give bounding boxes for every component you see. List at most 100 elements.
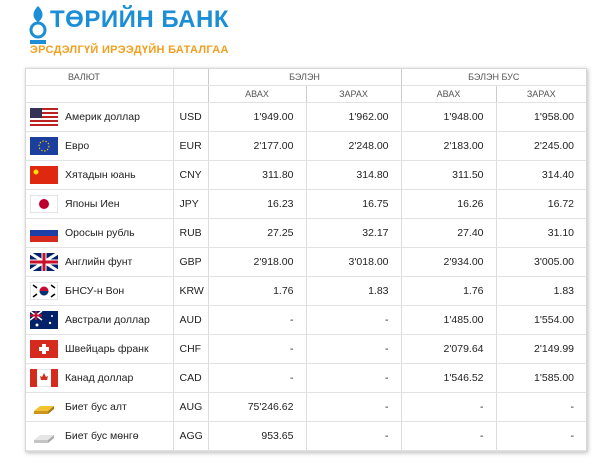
noncash-sell: 3'005.00 (495, 247, 587, 277)
currency-row: Оросын рубль RUB 27.25 32.17 27.40 31.10 (26, 218, 587, 248)
currency-row: Биет бус мөнгө AGG 953.65- - - (26, 421, 587, 451)
rates-table: ВАЛЮТ БЭЛЭН БЭЛЭН БУС АВАХ ЗАРАХ АВАХ ЗА… (26, 69, 587, 451)
currency-name: Биет бус мөнгө (61, 421, 173, 451)
noncash-sell: 2'245.00 (495, 131, 587, 161)
currency-code: AUG (172, 392, 208, 422)
noncash-sell: 314.40 (495, 160, 587, 190)
currency-row: Биет бус алт AUG 75'246.62- - - (26, 392, 587, 422)
subheader-row: АВАХ ЗАРАХ АВАХ ЗАРАХ (26, 85, 587, 103)
flag-cell (26, 276, 61, 306)
currency-row: БНСУ-н Вон KRW 1.76 1.83 1.76 1.83 (26, 276, 587, 306)
cash-header: БЭЛЭН (207, 69, 402, 86)
cash-sell: 1'962.00 (305, 102, 402, 132)
currency-name: Хятадын юань (61, 160, 173, 190)
flag (33, 406, 54, 414)
currency-name: Английн фунт (61, 247, 173, 277)
flag (35, 323, 38, 327)
flag (29, 311, 42, 320)
currency-name: Японы Иен (61, 189, 173, 219)
currency-code: JPY (172, 189, 208, 219)
flag (28, 251, 59, 273)
noncash-buy: 2'183.00 (400, 131, 497, 161)
header-cell (172, 85, 208, 103)
currency-name: Евро (61, 131, 173, 161)
noncash-buy: 1'546.52 (400, 363, 497, 393)
flag (29, 281, 58, 301)
flag-cell (26, 392, 61, 422)
flag (33, 406, 54, 411)
flag (29, 194, 58, 214)
noncash-sell: 16.72 (495, 189, 587, 219)
cash-buy: 16.23 (207, 189, 306, 219)
flag (29, 108, 58, 126)
cash-buy: - (207, 305, 306, 335)
bank-tagline: ЭРСДЭЛГҮЙ ИРЭЭДҮЙН БАТАЛГАА (30, 44, 229, 56)
flag (29, 112, 58, 114)
noncash-buy: 2'934.00 (400, 247, 497, 277)
buy-header: АВАХ (207, 85, 306, 103)
header-row: ВАЛЮТ БЭЛЭН БЭЛЭН БУС (26, 69, 587, 86)
cash-sell: 32.17 (305, 218, 402, 248)
flag (48, 321, 51, 325)
currency-name: Швейцарь франк (61, 334, 173, 364)
currency-header: ВАЛЮТ (26, 69, 173, 86)
flag (29, 340, 58, 358)
rates-table-box: ВАЛЮТ БЭЛЭН БЭЛЭН БУС АВАХ ЗАРАХ АВАХ ЗА… (25, 68, 587, 452)
flag (29, 108, 58, 110)
currency-row: Евро EUR 2'177.00 2'248.00 2'183.00 2'245.00 (26, 131, 587, 161)
cash-sell: - (305, 392, 402, 422)
noncash-sell: 1'585.00 (495, 363, 587, 393)
buy-header: АВАХ (400, 85, 497, 103)
noncash-buy: - (400, 392, 497, 422)
cash-sell: 16.75 (305, 189, 402, 219)
noncash-sell: 1'554.00 (495, 305, 587, 335)
noncash-sell: - (495, 421, 587, 451)
currency-name: Америк доллар (61, 102, 173, 132)
sell-header: ЗАРАХ (495, 85, 587, 103)
flag (38, 347, 49, 351)
cash-buy: 27.25 (207, 218, 306, 248)
cash-buy: 311.80 (207, 160, 306, 190)
flag (33, 440, 48, 443)
flag-cell (26, 189, 61, 219)
currency-code: CAD (172, 363, 208, 393)
currency-code: AUD (172, 305, 208, 335)
cash-sell: 2'248.00 (305, 131, 402, 161)
flag-cell (26, 334, 61, 364)
noncash-sell: - (495, 392, 587, 422)
flag (47, 435, 54, 443)
flag (29, 116, 58, 118)
cash-sell: 314.80 (305, 160, 402, 190)
cash-sell: 3'018.00 (305, 247, 402, 277)
header-cell (26, 85, 173, 103)
noncash-buy: 1.76 (400, 276, 497, 306)
sell-header: ЗАРАХ (305, 85, 402, 103)
flag (29, 224, 58, 242)
cash-buy: 75'246.62 (207, 392, 306, 422)
currency-row: Канад доллар CAD - -1'546.52 1'585.00 (26, 363, 587, 393)
cash-sell: - (305, 305, 402, 335)
logo-icon (29, 6, 47, 44)
cash-buy: - (207, 334, 306, 364)
noncash-header: БЭЛЭН БУС (400, 69, 587, 86)
cash-sell: - (305, 334, 402, 364)
currency-row: Швейцарь франк CHF - -2'079.64 2'149.99 (26, 334, 587, 364)
noncash-buy: 1'948.00 (400, 102, 497, 132)
flag (29, 120, 58, 122)
flag (50, 369, 58, 387)
noncash-buy: 2'079.64 (400, 334, 497, 364)
currency-row: Японы Иен JPY 16.23 16.75 16.26 16.72 (26, 189, 587, 219)
currency-code: CNY (172, 160, 208, 190)
flag-cell (26, 218, 61, 248)
currency-name: Канад доллар (61, 363, 173, 393)
flag (29, 166, 58, 184)
currency-row: Английн фунт GBP 2'918.00 3'018.00 2'934.00 3… (26, 247, 587, 277)
currency-code: EUR (172, 131, 208, 161)
flag (29, 236, 58, 242)
flag (29, 230, 58, 236)
currency-code: KRW (172, 276, 208, 306)
flag (29, 368, 58, 388)
currency-code: CHF (172, 334, 208, 364)
noncash-sell: 1'958.00 (495, 102, 587, 132)
